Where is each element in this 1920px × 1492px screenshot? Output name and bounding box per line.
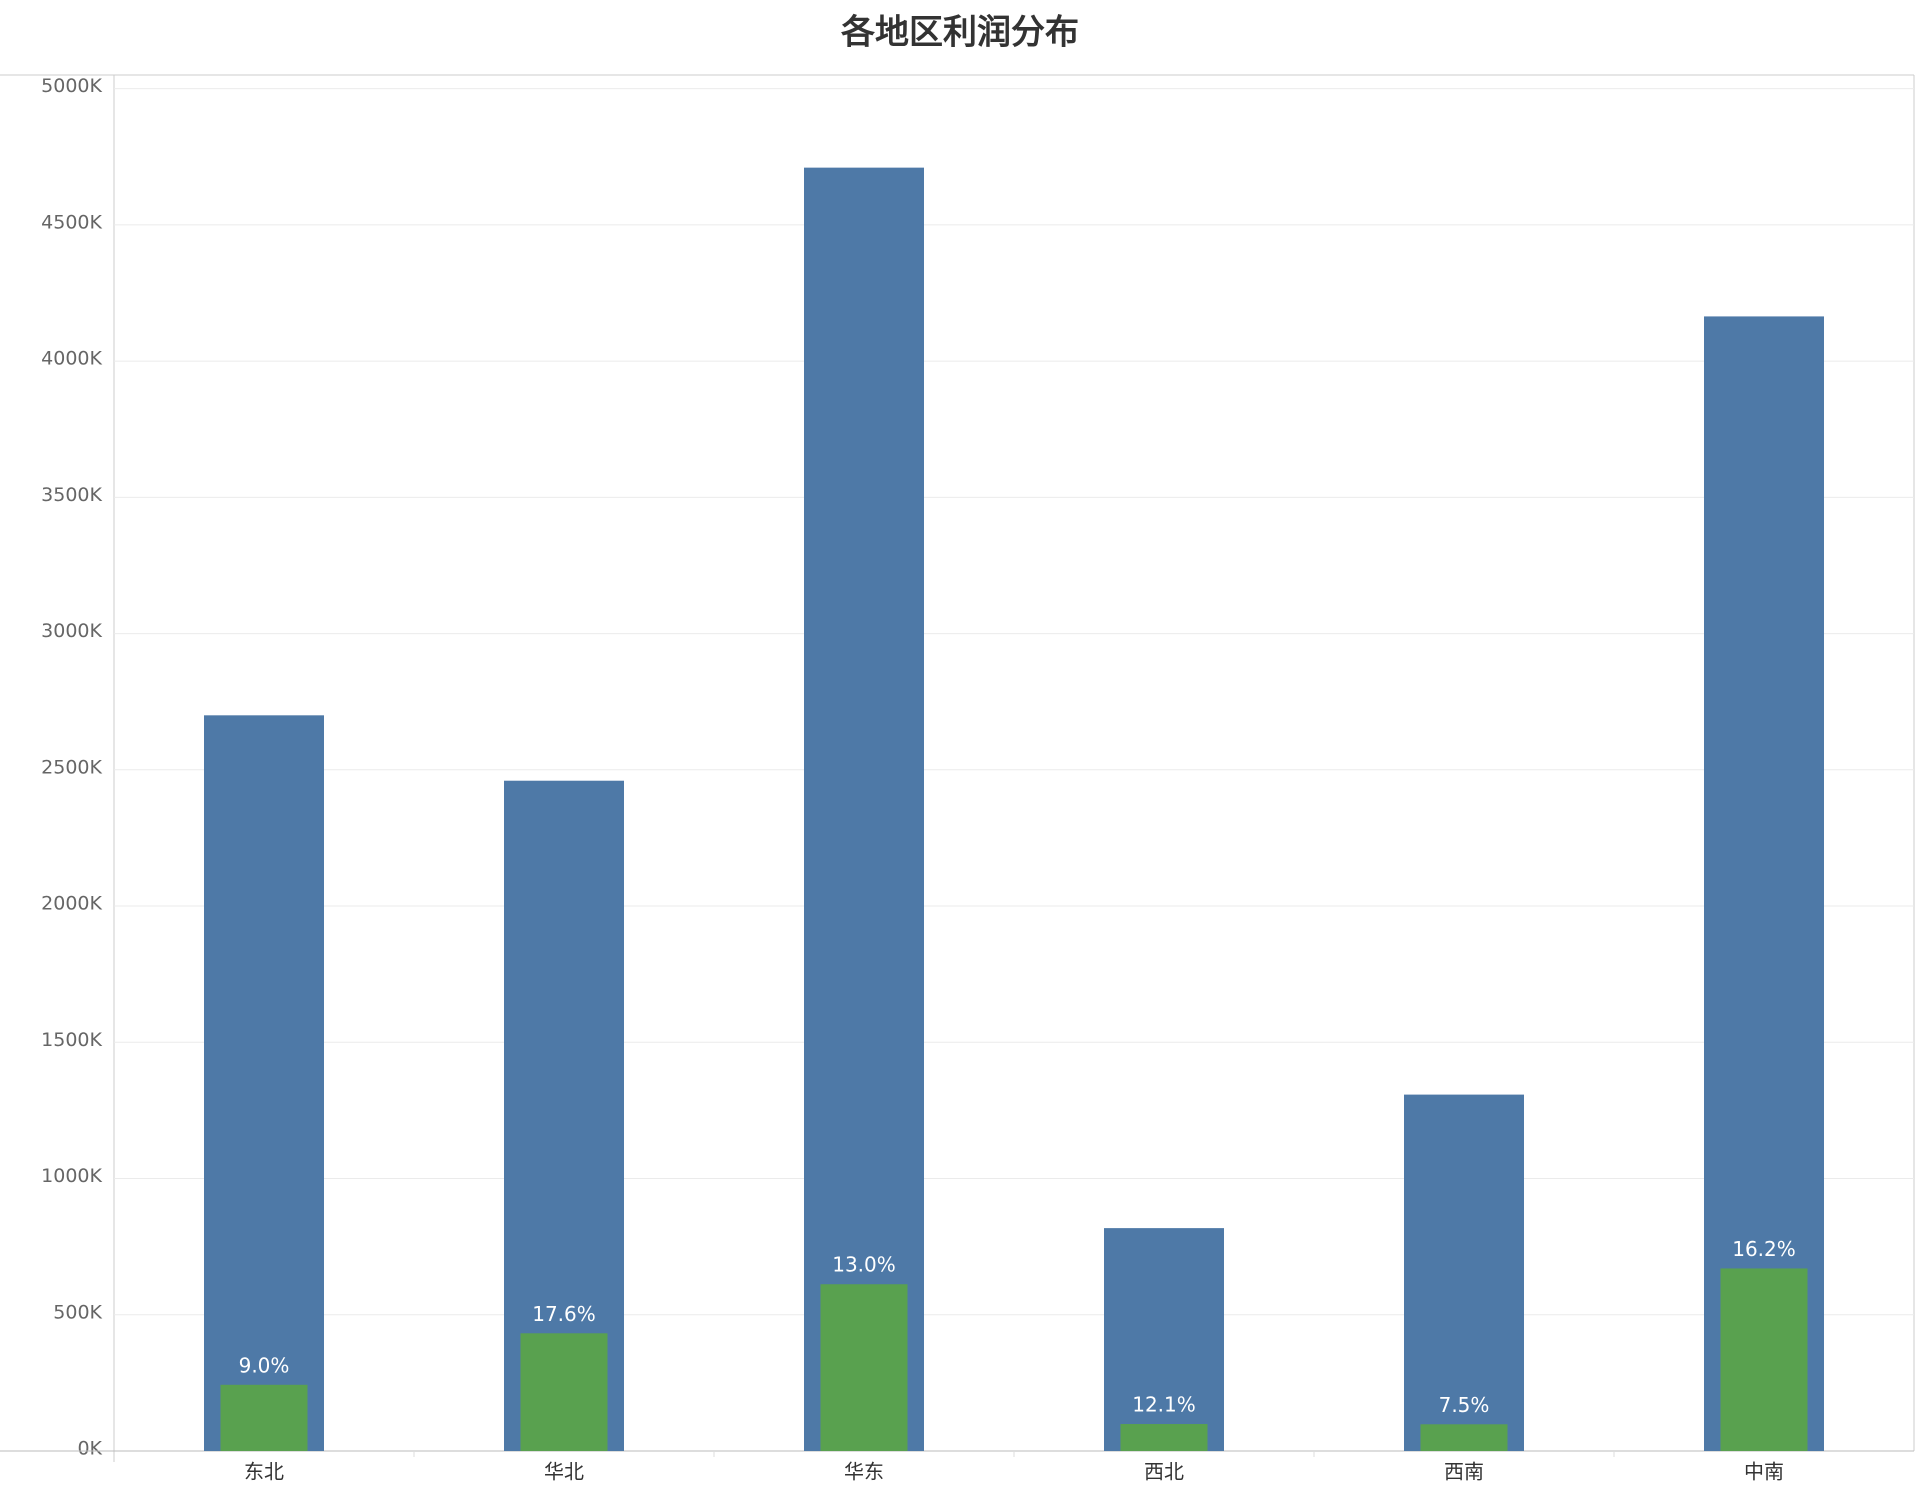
data-label: 17.6% xyxy=(532,1302,596,1326)
bar xyxy=(1420,1424,1508,1451)
bar xyxy=(204,715,324,1451)
x-tick-label: 中南 xyxy=(1744,1460,1784,1484)
x-tick-label: 东北 xyxy=(244,1460,284,1484)
data-label: 9.0% xyxy=(239,1353,290,1377)
bar xyxy=(820,1284,908,1451)
x-tick-label: 华东 xyxy=(844,1460,884,1484)
x-tick-label: 西南 xyxy=(1444,1460,1484,1484)
data-label: 12.1% xyxy=(1132,1393,1196,1417)
bar xyxy=(1720,1268,1808,1451)
bar xyxy=(1404,1094,1524,1451)
data-label: 13.0% xyxy=(832,1253,896,1277)
y-tick-label: 5000K xyxy=(41,75,102,97)
bar xyxy=(1104,1228,1224,1451)
y-tick-label: 4000K xyxy=(41,348,102,370)
x-tick-label: 华北 xyxy=(544,1460,584,1484)
x-tick-label: 西北 xyxy=(1144,1460,1184,1484)
bar xyxy=(520,1333,608,1451)
y-tick-label: 2000K xyxy=(41,893,102,915)
data-label: 7.5% xyxy=(1439,1393,1490,1417)
y-tick-label: 2500K xyxy=(41,756,102,778)
y-tick-label: 1500K xyxy=(41,1029,102,1051)
y-tick-label: 3500K xyxy=(41,484,102,506)
y-tick-label: 1000K xyxy=(41,1165,102,1187)
y-tick-label: 3000K xyxy=(41,620,102,642)
y-tick-label: 500K xyxy=(53,1301,102,1323)
bar xyxy=(804,167,924,1451)
y-tick-label: 4500K xyxy=(41,211,102,233)
bar xyxy=(1120,1424,1208,1451)
data-label: 16.2% xyxy=(1732,1237,1796,1261)
bar xyxy=(220,1384,308,1451)
y-tick-label: 0K xyxy=(77,1438,102,1460)
bar xyxy=(1704,316,1824,1451)
chart-title: 各地区利润分布 xyxy=(841,13,1079,53)
